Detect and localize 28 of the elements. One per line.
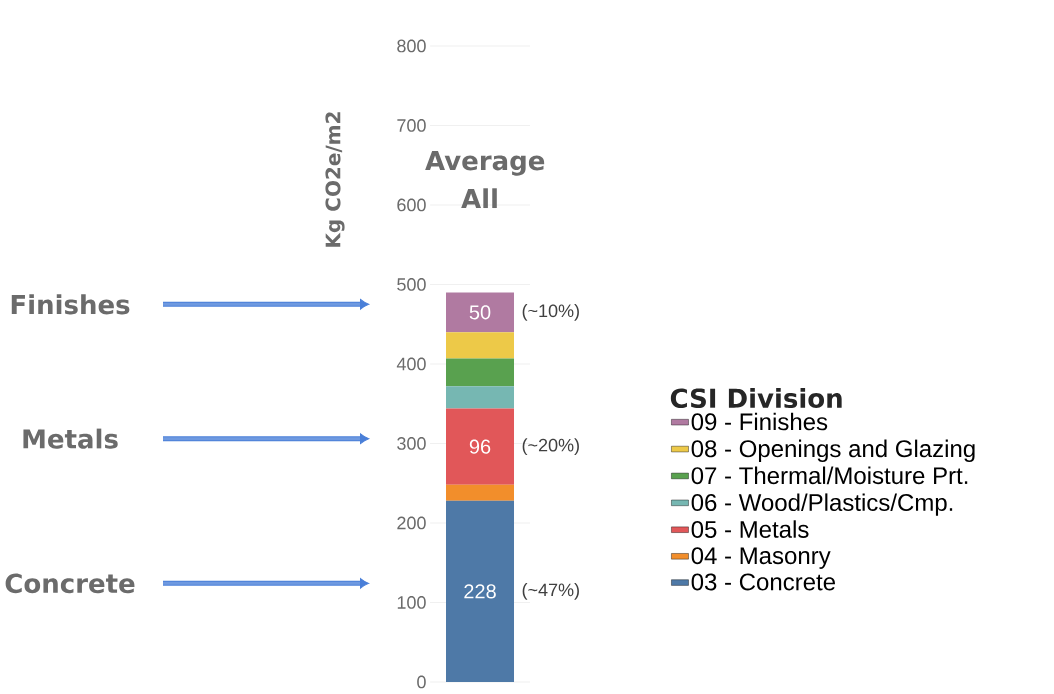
- y-axis-title: Kg CO2e/m2: [325, 112, 345, 247]
- annotation: (~10%): [522, 303, 579, 321]
- y-tick-label: 600: [397, 198, 426, 212]
- x-tick-label: Average All: [425, 151, 545, 209]
- y-tick-label: 100: [397, 596, 426, 609]
- legend-label: 09 - Finishes: [691, 412, 828, 431]
- legend-label: 03 - Concrete: [691, 573, 835, 591]
- data-label: 50: [469, 305, 491, 320]
- annotation: (~20%): [522, 438, 579, 456]
- y-tick-label: 200: [397, 516, 426, 530]
- data-label: 96: [469, 439, 491, 454]
- y-tick-label: 300: [397, 437, 426, 450]
- text: Concrete: [5, 573, 135, 594]
- legend-label: 07 - Thermal/Moisture Prt.: [691, 466, 968, 485]
- legend-title: CSI Division: [670, 387, 842, 409]
- legend-label: 06 - Wood/Plastics/Cmp.: [691, 493, 953, 516]
- y-tick-label: 500: [397, 278, 426, 291]
- text: Finishes: [11, 294, 130, 315]
- legend-label: 08 - Openings and Glazing: [691, 439, 975, 462]
- legend-label: 05 - Metals: [691, 520, 809, 538]
- annotation: (~47%): [522, 582, 579, 600]
- text: Metals: [23, 428, 118, 449]
- y-tick-label: 400: [396, 357, 426, 371]
- data-label: 228: [464, 584, 496, 599]
- y-tick-label: 800: [397, 39, 426, 53]
- y-tick-label: 0: [417, 675, 426, 689]
- y-tick-label: 700: [397, 119, 426, 132]
- legend-label: 04 - Masonry: [691, 547, 831, 569]
